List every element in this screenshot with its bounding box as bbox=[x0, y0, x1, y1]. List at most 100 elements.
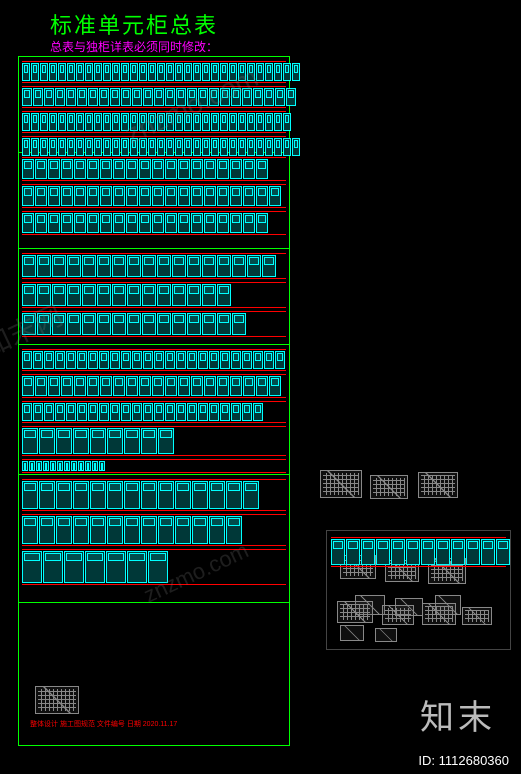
cabinet-unit bbox=[172, 255, 186, 277]
cabinet-unit bbox=[165, 213, 177, 233]
section-s2 bbox=[19, 153, 289, 249]
cabinet-unit bbox=[139, 376, 151, 396]
cabinet-unit bbox=[82, 284, 96, 306]
cabinet-unit bbox=[198, 88, 208, 106]
cabinet-unit bbox=[85, 551, 105, 583]
cabinet-unit bbox=[178, 186, 190, 206]
cabinet-unit bbox=[154, 88, 164, 106]
cabinet-unit bbox=[166, 63, 174, 81]
cabinet-unit bbox=[103, 113, 111, 131]
cabinet-unit bbox=[202, 255, 216, 277]
cabinet-unit bbox=[66, 88, 76, 106]
cabinet-unit bbox=[139, 213, 151, 233]
cabinet-unit bbox=[217, 213, 229, 233]
cabinet-unit bbox=[256, 186, 268, 206]
main-drawing-frame bbox=[18, 56, 290, 746]
cabinet-unit bbox=[107, 516, 123, 544]
cabinet-unit bbox=[242, 403, 252, 421]
cabinet-unit bbox=[292, 63, 300, 81]
cabinet-unit bbox=[202, 113, 210, 131]
cabinet-unit bbox=[220, 113, 228, 131]
cabinet-unit bbox=[88, 88, 98, 106]
cabinet-unit bbox=[48, 376, 60, 396]
cabinet-unit bbox=[97, 284, 111, 306]
cabinet-unit bbox=[121, 88, 131, 106]
cabinet-unit bbox=[22, 403, 32, 421]
cabinet-unit bbox=[90, 516, 106, 544]
cabinet-unit bbox=[130, 63, 138, 81]
cabinet-unit bbox=[37, 313, 51, 335]
cabinet-unit bbox=[262, 255, 276, 277]
cabinet-unit bbox=[87, 213, 99, 233]
cabinet-unit bbox=[175, 481, 191, 509]
isometric-cabinet-icon bbox=[320, 470, 362, 498]
cabinet-unit bbox=[152, 159, 164, 179]
cabinet-unit bbox=[141, 428, 157, 454]
cabinet-unit bbox=[48, 159, 60, 179]
cabinet-unit bbox=[35, 213, 47, 233]
cabinet-unit bbox=[88, 403, 98, 421]
cabinet-unit bbox=[22, 313, 36, 335]
cabinet-unit bbox=[57, 461, 63, 471]
cabinet-unit bbox=[154, 351, 164, 369]
cabinet-unit bbox=[67, 63, 75, 81]
cabinet-unit bbox=[74, 213, 86, 233]
cabinet-unit bbox=[107, 481, 123, 509]
cabinet-unit bbox=[50, 461, 56, 471]
cabinet-unit bbox=[204, 186, 216, 206]
cabinet-unit bbox=[142, 313, 156, 335]
cabinet-unit bbox=[274, 63, 282, 81]
cabinet-unit bbox=[127, 255, 141, 277]
cabinet-unit bbox=[44, 351, 54, 369]
cabinet-unit bbox=[64, 551, 84, 583]
cabinet-unit bbox=[243, 376, 255, 396]
cabinet-unit bbox=[132, 88, 142, 106]
cabinet-unit bbox=[211, 113, 219, 131]
cabinet-unit bbox=[231, 351, 241, 369]
cabinet-unit bbox=[192, 516, 208, 544]
cabinet-unit bbox=[52, 284, 66, 306]
cabinet-unit bbox=[35, 159, 47, 179]
cabinet-unit bbox=[139, 63, 147, 81]
cabinet-unit bbox=[481, 539, 495, 565]
cabinet-unit bbox=[217, 313, 231, 335]
cabinet-unit bbox=[172, 284, 186, 306]
cabinet-unit bbox=[22, 63, 30, 81]
unit-row bbox=[22, 211, 286, 235]
cabinet-unit bbox=[256, 113, 264, 131]
cabinet-unit bbox=[110, 403, 120, 421]
cabinet-unit bbox=[209, 88, 219, 106]
cabinet-unit bbox=[82, 255, 96, 277]
cabinet-unit bbox=[256, 63, 264, 81]
cabinet-unit bbox=[202, 63, 210, 81]
cabinet-unit bbox=[256, 213, 268, 233]
unit-row bbox=[22, 401, 286, 423]
cabinet-unit bbox=[22, 284, 36, 306]
cabinet-unit bbox=[217, 186, 229, 206]
cabinet-unit bbox=[220, 63, 228, 81]
unit-row bbox=[22, 311, 286, 337]
cabinet-unit bbox=[48, 213, 60, 233]
cabinet-unit bbox=[66, 403, 76, 421]
cabinet-unit bbox=[165, 186, 177, 206]
unit-row bbox=[22, 157, 286, 181]
cabinet-unit bbox=[121, 351, 131, 369]
cabinet-unit bbox=[87, 376, 99, 396]
cabinet-unit bbox=[243, 186, 255, 206]
cabinet-unit bbox=[22, 255, 36, 277]
cabinet-unit bbox=[85, 113, 93, 131]
cabinet-unit bbox=[139, 113, 147, 131]
cabinet-unit bbox=[73, 428, 89, 454]
cabinet-unit bbox=[49, 63, 57, 81]
cabinet-unit bbox=[33, 88, 43, 106]
cabinet-unit bbox=[269, 186, 281, 206]
cabinet-unit bbox=[94, 113, 102, 131]
side-detail-panel bbox=[326, 530, 511, 650]
cabinet-unit bbox=[421, 539, 435, 565]
cabinet-unit bbox=[166, 113, 174, 131]
cabinet-unit bbox=[88, 351, 98, 369]
cabinet-unit bbox=[67, 284, 81, 306]
cabinet-unit bbox=[39, 481, 55, 509]
cabinet-unit bbox=[22, 159, 34, 179]
cabinet-unit bbox=[132, 351, 142, 369]
